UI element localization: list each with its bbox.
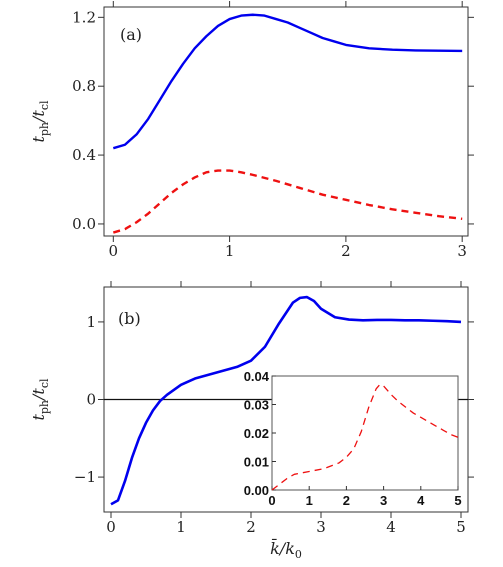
panel-a-series-2-line — [112, 169, 463, 234]
panel-b-xtick-label: 4 — [386, 518, 396, 536]
panel-a-ytick-label: 0.4 — [72, 146, 96, 164]
inset-series-1-line — [271, 383, 459, 491]
panel-b-ytick-label: −1 — [74, 468, 96, 486]
inset-frame — [271, 375, 459, 491]
panel-a-label: (a) — [120, 25, 142, 44]
panel-b-xlabel: k̄/k0 — [270, 537, 302, 561]
inset-xtick-label: 4 — [417, 493, 425, 508]
panel-a-ytick-label: 1.2 — [72, 8, 96, 26]
panel-b-ylabel: tph/tcl — [29, 378, 51, 421]
inset-xtick-label: 0 — [268, 493, 275, 508]
panel-b-xtick-label: 3 — [316, 518, 326, 536]
inset-ytick-label: 0.03 — [244, 398, 269, 413]
panel-b-ytick-label: 1 — [86, 313, 96, 331]
panel-a-series-1-line — [112, 13, 463, 150]
panel-b-xtick-label: 5 — [456, 518, 466, 536]
inset-xtick-label: 3 — [380, 493, 387, 508]
panel-a-ytick-label: 0.0 — [72, 215, 96, 233]
panel-a-ylabel: tph/tcl — [29, 100, 51, 143]
panel-a-ytick-label: 0.8 — [72, 77, 96, 95]
inset-chart: 0 1 2 3 4 5 0.00 0.01 0.02 0.03 0.04 — [244, 369, 462, 508]
inset-ytick-label: 0.02 — [244, 426, 269, 441]
panel-b-ytick-label: 0 — [86, 391, 96, 409]
panel-a-xtick-label: 3 — [457, 242, 467, 260]
panel-a-xtick-label: 1 — [225, 242, 235, 260]
panel-b-xtick-label: 0 — [106, 518, 116, 536]
panel-b-series-1-line — [110, 295, 462, 506]
panel-a-xtick-label: 2 — [341, 242, 351, 260]
inset-xtick-label: 2 — [343, 493, 350, 508]
inset-ytick-label: 0.00 — [244, 483, 269, 498]
panel-a-frame — [103, 6, 469, 237]
inset-ytick-label: 0.04 — [244, 369, 270, 384]
inset-xtick-label: 1 — [306, 493, 313, 508]
panel-a: 0 1 2 3 0.0 0.4 0.8 1.2 (a) tph/tcl — [29, 1, 474, 260]
panel-a-xtick-label: 0 — [109, 242, 119, 260]
panel-b-xtick-label: 1 — [176, 518, 186, 536]
panel-b-label: (b) — [118, 309, 141, 328]
inset-xtick-label: 5 — [454, 493, 461, 508]
panel-b-xtick-label: 2 — [246, 518, 256, 536]
inset-ytick-label: 0.01 — [244, 455, 269, 470]
